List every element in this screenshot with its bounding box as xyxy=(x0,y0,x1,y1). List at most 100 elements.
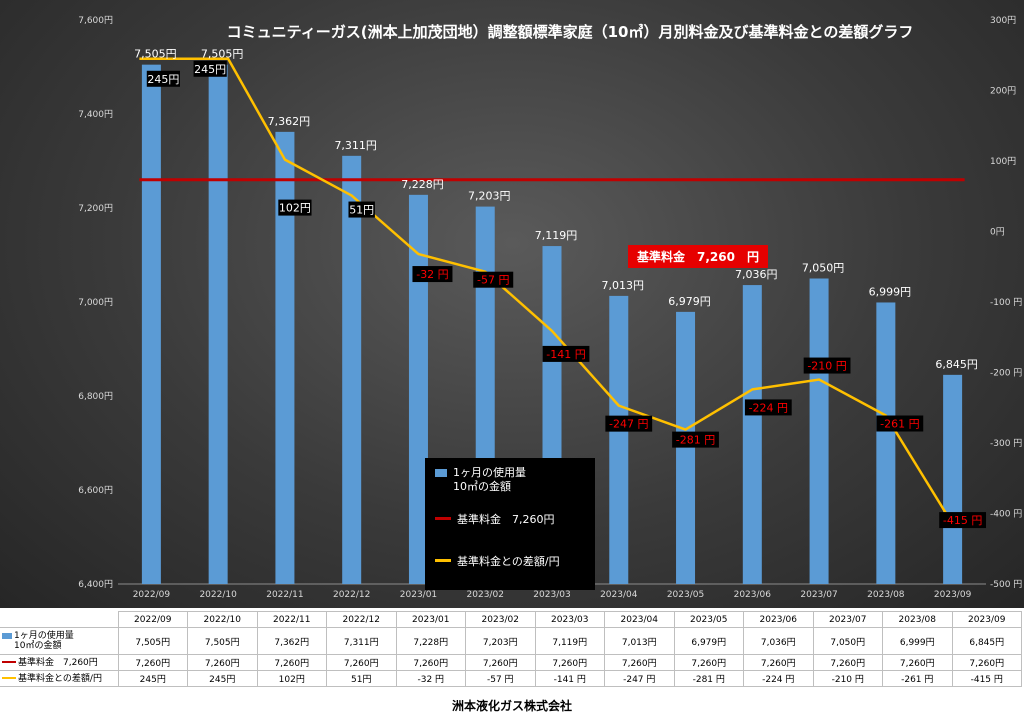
bar-value-label: 6,845円 xyxy=(935,358,978,371)
table-cell: 7,260円 xyxy=(673,654,744,671)
table-cell: 7,260円 xyxy=(395,654,466,671)
company-footer: 洲本液化ガス株式会社 xyxy=(451,699,572,713)
table-cell: 7,260円 xyxy=(117,654,188,671)
table-cell: 7,260円 xyxy=(187,654,258,671)
table-header-cell: 2023/05 xyxy=(673,611,744,628)
x-tick-label: 2022/12 xyxy=(333,590,370,600)
difference-label-box xyxy=(744,399,792,416)
bar-value-label: 7,505円 xyxy=(134,48,177,61)
bar xyxy=(609,295,629,584)
table-cell: -57 円 xyxy=(465,670,536,687)
table-label-base: 基準料金 7,260円 xyxy=(18,657,98,668)
y-right-tick-label: -100 円 xyxy=(990,297,1022,308)
table-label-usage: 1ヶ月の使用量 xyxy=(14,631,74,641)
difference-value-label: -57 円 xyxy=(477,274,509,287)
difference-value-label: -415 円 xyxy=(943,514,982,527)
table-cell: 6,999円 xyxy=(882,627,953,655)
table-cell: 7,013円 xyxy=(604,627,675,655)
difference-label-box xyxy=(672,431,719,448)
bar-value-label: 7,119円 xyxy=(535,229,578,242)
bar xyxy=(809,278,829,584)
bar xyxy=(141,64,161,584)
x-tick-label: 2023/09 xyxy=(934,590,972,600)
y-left-tick-label: 6,600円 xyxy=(78,485,113,496)
difference-label-box xyxy=(876,415,924,432)
table-cell: -210 円 xyxy=(812,670,883,687)
table-cell: -415 円 xyxy=(951,670,1022,687)
table-cell: 7,260円 xyxy=(326,654,397,671)
difference-value-label: -32 円 xyxy=(416,268,448,281)
table-cell: 7,050円 xyxy=(812,627,883,655)
difference-line xyxy=(139,57,954,525)
data-table: 2022/09 2022/10 2022/11 2022/12 2023/01 … xyxy=(0,611,1022,687)
legend-item-diff: 基準料金との差額/円 xyxy=(435,553,560,569)
difference-label-box xyxy=(193,60,227,77)
y-right-tick-label: -400 円 xyxy=(990,509,1022,520)
table-header-row: 2022/09 2022/10 2022/11 2022/12 2023/01 … xyxy=(0,611,1022,628)
bar xyxy=(742,285,762,584)
y-left-tick-label: 6,800円 xyxy=(78,391,113,402)
table-cell: -261 円 xyxy=(882,670,953,687)
table-corner xyxy=(0,612,118,628)
table-header-cell: 2022/10 xyxy=(187,611,258,628)
legend-item-base: 基準料金 7,260円 xyxy=(435,511,555,527)
table-swatch-diff-line xyxy=(2,677,16,679)
table-cell: 7,505円 xyxy=(187,627,258,655)
table-cell: -247 円 xyxy=(604,670,675,687)
bar xyxy=(876,302,896,584)
table-header-cell: 2023/08 xyxy=(882,611,953,628)
x-tick-label: 2023/06 xyxy=(734,590,772,600)
table-cell: 6,979円 xyxy=(673,627,744,655)
y-left-tick-label: 7,600円 xyxy=(78,15,113,26)
legend-label-diff: 基準料金との差額/円 xyxy=(457,555,560,568)
difference-label-box xyxy=(412,266,453,283)
difference-label-box xyxy=(605,415,653,432)
table-row-label-usage: 1ヶ月の使用量 10㎥の金額 xyxy=(0,627,119,655)
bar xyxy=(208,64,228,584)
difference-value-label: -247 円 xyxy=(609,418,648,431)
bar-value-label: 7,311円 xyxy=(334,139,377,152)
table-header-cell: 2023/01 xyxy=(395,611,466,628)
table-header-cell: 2023/06 xyxy=(743,611,814,628)
bar xyxy=(676,311,696,584)
table-row-label-base: 基準料金 7,260円 xyxy=(0,654,119,671)
table-cell: -224 円 xyxy=(743,670,814,687)
bar-value-label: 7,228円 xyxy=(401,178,444,191)
table-cell: -32 円 xyxy=(395,670,466,687)
bar-value-label: 7,036円 xyxy=(735,268,778,281)
difference-label-box xyxy=(278,199,312,216)
bar xyxy=(943,374,963,584)
x-tick-label: 2023/05 xyxy=(667,590,704,600)
y-left-tick-label: 6,400円 xyxy=(78,579,113,590)
table-label-usage-sub: 10㎥の金額 xyxy=(14,641,62,651)
chart-panel: 6,400円 6,600円 6,800円 7,000円 7,200円 7,400円 7,60… xyxy=(0,0,1024,608)
legend-swatch-base-line xyxy=(435,517,451,520)
x-tick-label: 2022/11 xyxy=(266,590,303,600)
table-cell: 7,036円 xyxy=(743,627,814,655)
y-left-tick-label: 7,200円 xyxy=(78,203,113,214)
legend-label-base: 基準料金 7,260円 xyxy=(457,513,555,526)
y-right-tick-label: 300円 xyxy=(990,15,1016,26)
difference-label-box xyxy=(348,201,375,218)
base-price-annotation: 基準料金 7,260 円 xyxy=(628,245,768,268)
table-cell: 7,362円 xyxy=(256,627,327,655)
table-cell: 51円 xyxy=(326,670,397,687)
bar xyxy=(342,155,362,584)
table-cell: -281 円 xyxy=(673,670,744,687)
x-tick-label: 2023/03 xyxy=(533,590,570,600)
table-cell: -141 円 xyxy=(534,670,605,687)
difference-value-label: -210 円 xyxy=(807,360,846,373)
table-header-cell: 2023/03 xyxy=(534,611,605,628)
difference-value-label: 245円 xyxy=(147,73,179,86)
table-cell: 7,260円 xyxy=(604,654,675,671)
chart-title: コミュニティーガス(洲本上加茂団地）調整額標準家庭（10㎥）月別料金及び基準料金… xyxy=(226,23,914,41)
x-tick-label: 2022/09 xyxy=(133,590,171,600)
table-cell: 7,311円 xyxy=(326,627,397,655)
bar xyxy=(408,194,428,584)
bar-value-label: 7,505円 xyxy=(201,48,244,61)
bar-value-label: 7,203円 xyxy=(468,190,511,203)
difference-value-label: -261 円 xyxy=(880,418,919,431)
table-cell: 7,119円 xyxy=(534,627,605,655)
table-row-usage: 1ヶ月の使用量 10㎥の金額 7,505円 7,505円 7,362円 7,31… xyxy=(0,627,1022,655)
chart-legend: 1ヶ月の使用量 10㎥の金額 基準料金 7,260円 基準料金との差額/円 xyxy=(425,458,595,590)
